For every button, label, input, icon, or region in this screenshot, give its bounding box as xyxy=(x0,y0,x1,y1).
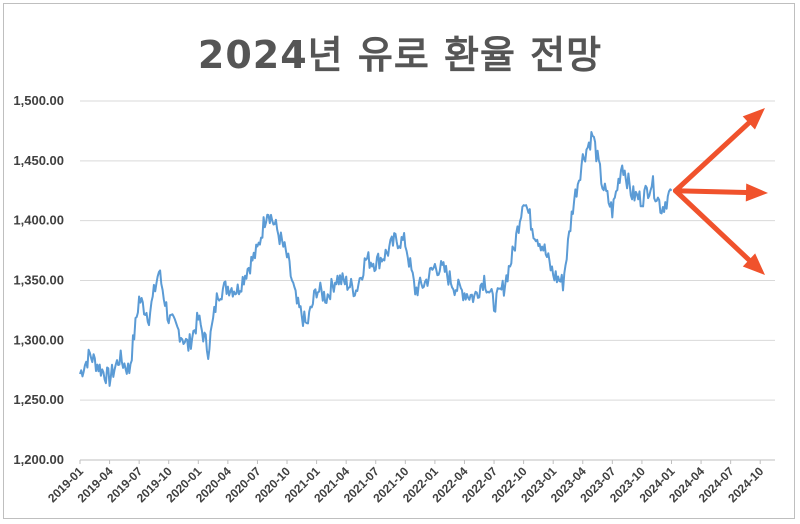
arrow-down xyxy=(672,188,765,275)
series-group xyxy=(79,131,673,387)
arrow-head xyxy=(742,253,765,275)
y-axis-ticks: 1,200.00 1,250.00 1,300.00 1,350.00 1,400.00… xyxy=(13,93,64,467)
x-axis-ticks: 2019-012019-042019-072019-102020-012020-… xyxy=(45,460,767,505)
y-tick-label: 1,400.00 xyxy=(13,213,64,228)
forecast-arrows xyxy=(672,108,768,275)
y-tick-label: 1,250.00 xyxy=(13,392,64,407)
arrow-up xyxy=(672,108,765,194)
y-tick-label: 1,300.00 xyxy=(13,332,64,347)
arrow-flat xyxy=(672,183,768,202)
arrow-shaft xyxy=(672,120,752,194)
arrow-head xyxy=(742,108,765,130)
y-tick-label: 1,350.00 xyxy=(13,273,64,288)
y-tick-label: 1,450.00 xyxy=(13,153,64,168)
series-line xyxy=(79,131,673,387)
y-tick-label: 1,200.00 xyxy=(13,452,64,467)
chart-frame xyxy=(3,3,795,519)
arrow-shaft xyxy=(672,188,752,263)
arrow-shaft xyxy=(672,188,749,195)
y-tick-label: 1,500.00 xyxy=(13,93,64,108)
chart-title: 2024년 유로 환율 전망 xyxy=(197,33,603,77)
arrow-head xyxy=(745,183,768,202)
gridlines xyxy=(80,100,775,401)
